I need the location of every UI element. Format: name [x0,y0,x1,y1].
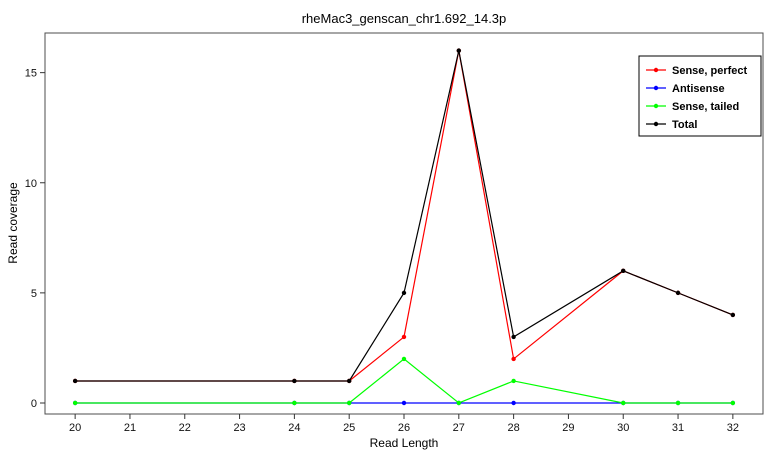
x-tick-label: 20 [69,422,81,434]
series-point-total [730,312,736,318]
series-point-sense-tailed [72,400,78,406]
legend-marker [653,103,659,109]
x-tick-label: 28 [507,422,519,434]
series-point-total [456,48,462,53]
series-point-sense-tailed [456,400,462,406]
x-tick-label: 27 [453,422,465,434]
series-point-total [621,268,626,274]
x-tick-label: 25 [343,422,355,434]
x-tick-label: 26 [398,422,410,434]
legend-label: Sense, perfect [672,65,748,77]
x-tick-label: 22 [179,422,191,434]
legend-marker [653,121,659,127]
legend-box [638,55,762,137]
series-point-sense-tailed [675,400,681,406]
series-point-total [401,290,407,296]
series-point-total [292,378,297,384]
y-tick-label: 5 [31,288,37,300]
series-point-sense-tailed [292,400,297,406]
x-axis-label: Read Length [369,436,439,450]
series-point-sense-tailed [401,356,407,362]
x-tick-label: 23 [233,422,245,434]
series-line-sense-perfect [75,50,734,382]
series-point-total [72,378,78,384]
series-point-sense-tailed [730,400,736,406]
series-point-total [675,290,681,296]
x-tick-label: 32 [727,422,739,434]
y-tick-label: 15 [25,68,37,80]
series-point-total [511,334,516,340]
legend-label: Sense, tailed [672,101,739,113]
legend-marker [653,67,659,73]
legend-label: Total [672,119,697,131]
series-point-sense-perfect [511,356,516,362]
legend-label: Antisense [672,83,725,95]
y-tick-label: 0 [31,398,37,410]
series-point-sense-tailed [621,400,626,406]
series-point-sense-tailed [511,378,516,384]
series-point-sense-tailed [346,400,352,406]
series-point-sense-perfect [401,334,407,340]
y-tick-label: 10 [25,178,37,190]
chart-title: rheMac3_genscan_chr1.692_14.3p [301,11,507,26]
series-point-antisense [511,400,516,406]
series-point-antisense [401,400,407,406]
x-tick-label: 29 [562,422,574,434]
legend-marker [653,85,659,91]
series-point-total [346,378,352,384]
x-tick-label: 30 [617,422,629,434]
x-tick-label: 31 [672,422,684,434]
x-tick-label: 21 [124,422,136,434]
x-tick-label: 24 [288,422,300,434]
series-line-total [75,50,734,382]
